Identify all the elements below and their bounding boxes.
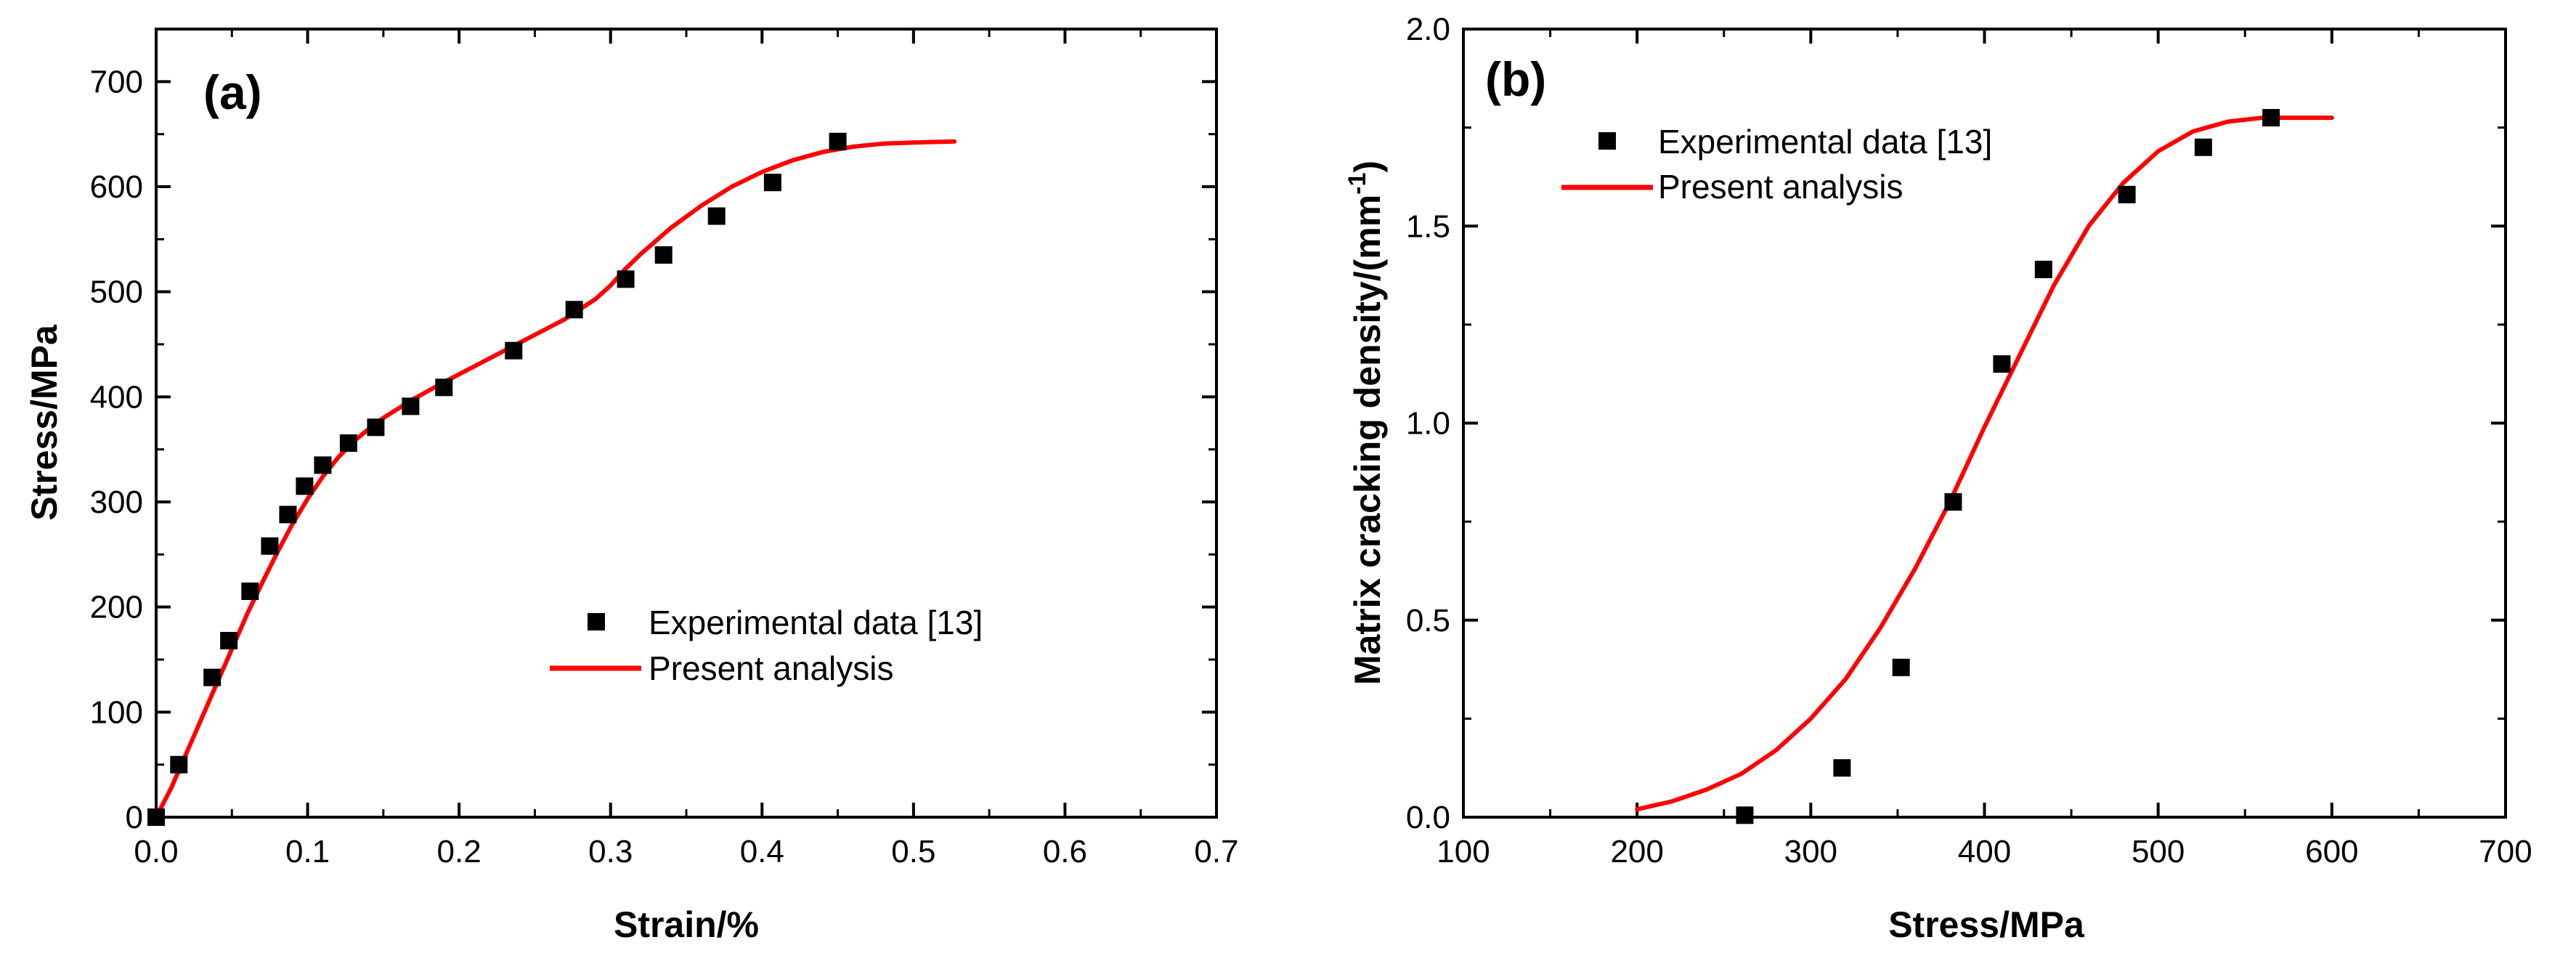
panel-a-y-tick-label: 600	[90, 169, 143, 205]
panel-b-y-axis-title-superscript: -1	[1344, 173, 1371, 195]
panel-b-label: (b)	[1485, 52, 1546, 106]
panel-b-experimental-point	[1833, 759, 1851, 777]
panel-b-experimental-point	[1892, 658, 1910, 676]
panel-a-experimental-point	[296, 477, 314, 495]
panel-a-experimental-point	[367, 418, 385, 437]
panel-a-experimental-point	[505, 341, 523, 360]
panel-a-x-tick-label: 0.3	[588, 834, 633, 869]
panel-b-x-tick-label: 500	[2132, 834, 2185, 869]
panel-b-y-axis-title-suffix: )	[1347, 161, 1388, 173]
panel-a-y-tick-label: 200	[90, 590, 143, 625]
panel-a-x-tick-label: 0.1	[285, 834, 330, 869]
panel-a-x-tick-label: 0.2	[437, 834, 482, 869]
panel-a-experimental-point	[763, 174, 781, 192]
panel-b-legend: Experimental data [13] Present analysis	[1561, 123, 1992, 206]
panel-a-y-tick-label: 100	[90, 694, 143, 730]
panel-a-experimental-point	[220, 631, 238, 649]
panel-b-x-tick-label: 700	[2479, 834, 2532, 869]
panel-b-legend-marker-experimental	[1598, 132, 1616, 150]
panel-a-present-analysis-layer	[154, 139, 957, 819]
panel-b-y-axis-title-main: Matrix cracking density/(mm	[1347, 195, 1388, 685]
panel-b-y-tick-label: 2.0	[1406, 12, 1450, 47]
panel-b-y-tick-label: 1.5	[1406, 208, 1450, 244]
panel-a-y-tick-label: 0	[126, 800, 143, 835]
panel-b-experimental-point	[2194, 138, 2212, 156]
panel-a-y-tick-label: 300	[90, 484, 143, 520]
panel-a-x-axis-title: Strain/%	[614, 904, 759, 945]
panel-a-experimental-point	[203, 668, 222, 686]
panel-a-experimental-point	[654, 246, 673, 264]
panel-b-legend-label-experimental: Experimental data [13]	[1658, 123, 1992, 161]
panel-a-experimental-point	[565, 301, 583, 319]
panel-a-x-tick-label: 0.0	[134, 834, 178, 869]
panel-b-experimental-point	[1993, 355, 2011, 373]
panel-b-experimental-point	[2034, 260, 2052, 278]
panel-b-experimental-point	[1944, 493, 1962, 511]
panel-b-cracking-density-chart: 100 200 300 400 500 600 700 0.0 0.5 1.0 1.5 2.0 (b)…	[1344, 12, 2532, 945]
panel-b-present-analysis-layer	[1635, 115, 2334, 812]
panel-a-experimental-point	[314, 456, 332, 474]
panel-b-experimental-point	[1736, 806, 1754, 824]
panel-a-present-analysis-line	[154, 139, 957, 819]
panel-a-experimental-point	[170, 755, 188, 774]
panel-b-x-tick-label: 300	[1784, 834, 1837, 869]
panel-b-x-tick-label: 100	[1437, 834, 1490, 869]
panel-a-stress-strain-chart: 0.0 0.1 0.2 0.3 0.4 0.5 0.6 0.7 0 100 200 300 400 500…	[24, 28, 1239, 945]
panel-a-experimental-point	[402, 397, 420, 415]
panel-a-x-tick-label: 0.5	[891, 834, 935, 869]
panel-a-legend: Experimental data [13] Present analysis	[550, 604, 983, 687]
panel-a-legend-marker-experimental	[588, 613, 605, 630]
panel-a-experimental-point	[241, 582, 259, 600]
panel-a-experimental-point	[147, 808, 165, 826]
panel-b-y-tick-label: 0.0	[1406, 800, 1450, 835]
panel-a-experimental-point	[339, 434, 357, 452]
panel-b-x-tick-label: 400	[1958, 834, 2011, 869]
panel-a-y-tick-label: 700	[90, 64, 143, 100]
panel-b-y-tick-label: 0.5	[1406, 603, 1450, 638]
panel-a-experimental-point	[279, 506, 297, 524]
panel-a-experimental-point	[617, 270, 635, 288]
panel-a-legend-label-present: Present analysis	[649, 649, 894, 687]
panel-b-x-tick-label: 600	[2305, 834, 2358, 869]
panel-a-experimental-point	[435, 378, 453, 397]
panel-b-experimental-point	[2262, 109, 2280, 127]
panel-a-experimental-point	[829, 132, 847, 150]
panel-b-ticks: 100 200 300 400 500 600 700 0.0 0.5 1.0 1.5 2.0	[1406, 12, 2532, 869]
panel-a-y-tick-label: 500	[90, 275, 143, 310]
panel-a-experimental-points-layer	[147, 132, 847, 826]
panel-b-y-axis-title: Matrix cracking density/(mm-1)	[1344, 161, 1388, 685]
panel-b-experimental-point	[2118, 185, 2136, 203]
panel-b-experimental-points-layer	[1736, 109, 2280, 824]
panel-a-y-axis-title: Stress/MPa	[24, 324, 65, 521]
panel-b-x-axis-title: Stress/MPa	[1888, 904, 2085, 945]
panel-a-x-tick-label: 0.7	[1194, 834, 1238, 869]
panel-a-x-tick-label: 0.6	[1043, 834, 1087, 869]
panel-b-legend-label-present: Present analysis	[1658, 168, 1903, 206]
panel-a-x-tick-label: 0.4	[740, 834, 784, 869]
panel-a-plot-frame	[155, 28, 1218, 819]
panel-a-ticks: 0.0 0.1 0.2 0.3 0.4 0.5 0.6 0.7 0 100 200 300 400 500…	[90, 28, 1239, 869]
panel-a-legend-label-experimental: Experimental data [13]	[649, 604, 983, 641]
panel-a-y-tick-label: 400	[90, 379, 143, 415]
panel-a-experimental-point	[261, 537, 279, 555]
panel-b-x-tick-label: 200	[1610, 834, 1663, 869]
panel-b-present-analysis-line	[1635, 115, 2334, 812]
panel-a-label: (a)	[203, 65, 262, 119]
panel-b-y-tick-label: 1.0	[1406, 406, 1450, 442]
panel-a-experimental-point	[707, 207, 726, 225]
